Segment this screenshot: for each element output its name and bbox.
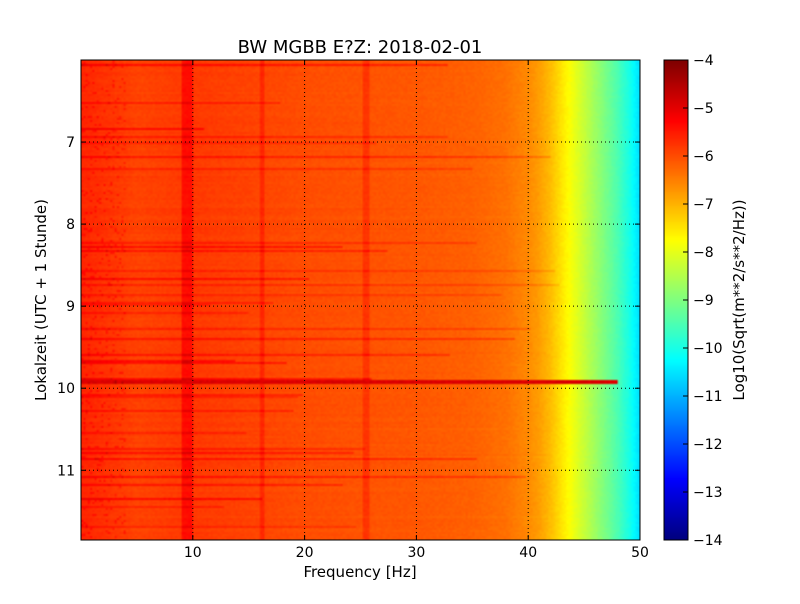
y-tick-label: 11 bbox=[57, 463, 75, 479]
colorbar: −4 −5 −6 −7 −8 −9 −10 −11 −12 −13 −14 Log10(Sqrt(m… bbox=[663, 53, 748, 549]
colorbar-tick-label: −12 bbox=[693, 437, 723, 453]
x-tick-label: 30 bbox=[407, 545, 425, 561]
colorbar-label: Log10(Sqrt(m**2/s**2/Hz)) bbox=[730, 199, 748, 400]
colorbar-tick-label: −8 bbox=[693, 245, 714, 261]
x-axis-label: Frequency [Hz] bbox=[303, 563, 416, 581]
chart-title: BW MGBB E?Z: 2018-02-01 bbox=[238, 37, 483, 58]
colorbar-tick-label: −4 bbox=[693, 53, 714, 69]
y-axis-ticks: 7 8 9 10 11 bbox=[57, 135, 640, 479]
x-tick-label: 50 bbox=[631, 545, 649, 561]
plot-frame bbox=[80, 59, 641, 541]
colorbar-tick-label: −14 bbox=[693, 533, 723, 549]
y-tick-label: 8 bbox=[66, 217, 75, 233]
colorbar-tick-label: −11 bbox=[693, 389, 723, 405]
colorbar-tick-label: −5 bbox=[693, 101, 714, 117]
colorbar-ticks: −4 −5 −6 −7 −8 −9 −10 −11 −12 −13 −14 bbox=[683, 53, 723, 549]
x-tick-label: 20 bbox=[296, 545, 314, 561]
y-axis-label: Lokalzeit (UTC + 1 Stunde) bbox=[32, 199, 50, 401]
colorbar-tick-label: −7 bbox=[693, 197, 714, 213]
colorbar-tick-label: −13 bbox=[693, 485, 723, 501]
y-tick-label: 10 bbox=[57, 381, 75, 397]
x-axis-ticks: 10 20 30 40 50 bbox=[184, 60, 649, 561]
colorbar-tick-label: −9 bbox=[693, 293, 714, 309]
spectrogram-heatmap bbox=[81, 60, 640, 540]
y-tick-label: 7 bbox=[66, 135, 75, 151]
grid-lines bbox=[81, 60, 640, 540]
x-tick-label: 10 bbox=[184, 545, 202, 561]
plot-area: 10 20 30 40 50 7 8 9 10 11 bbox=[57, 59, 649, 561]
x-tick-label: 40 bbox=[519, 545, 537, 561]
colorbar-tick-label: −6 bbox=[693, 149, 714, 165]
colorbar-tick-label: −10 bbox=[693, 341, 723, 357]
y-tick-label: 9 bbox=[66, 299, 75, 315]
